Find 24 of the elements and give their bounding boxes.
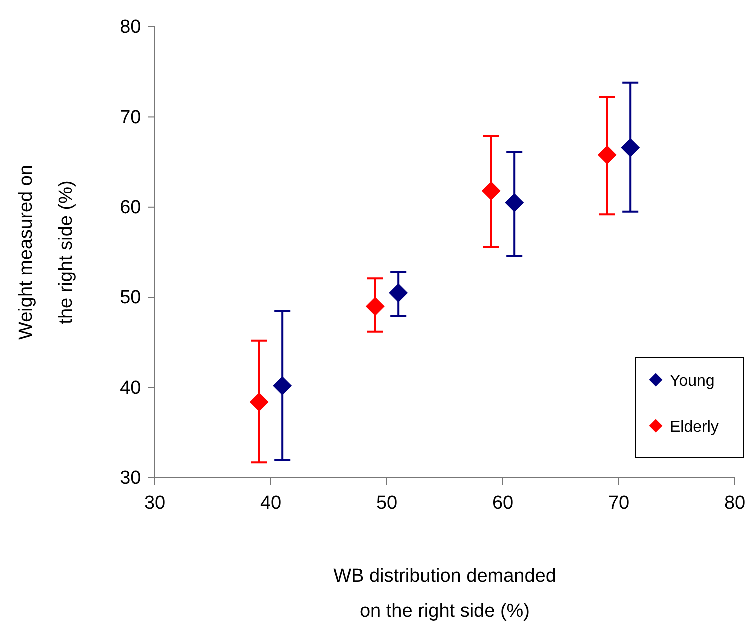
point xyxy=(505,193,524,212)
x-axis-title: WB distribution demanded on the right side (%) xyxy=(334,566,556,622)
x-tick-label: 70 xyxy=(608,492,630,514)
y-tick-label: 50 xyxy=(120,288,142,309)
point xyxy=(366,297,385,316)
x-tick-label: 40 xyxy=(260,492,282,514)
x-tick-label: 50 xyxy=(376,492,398,514)
y-tick-label: 40 xyxy=(120,378,142,399)
y-axis-title: Weight measured on the right side (%) xyxy=(16,165,77,340)
point xyxy=(389,284,408,303)
point xyxy=(250,392,269,412)
legend-label: Young xyxy=(670,373,715,390)
x-tick-label: 60 xyxy=(492,492,514,514)
point xyxy=(621,138,640,158)
y-tick-label: 70 xyxy=(120,107,142,128)
point xyxy=(273,376,292,396)
y-tick-label: 80 xyxy=(120,17,142,38)
y-tick-label: 30 xyxy=(120,468,142,490)
legend-label: Elderly xyxy=(670,419,719,436)
x-tick-label: 80 xyxy=(724,492,746,514)
point xyxy=(482,182,501,201)
y-tick-label: 60 xyxy=(120,197,142,218)
point xyxy=(598,146,617,165)
x-tick-label: 30 xyxy=(144,492,166,514)
